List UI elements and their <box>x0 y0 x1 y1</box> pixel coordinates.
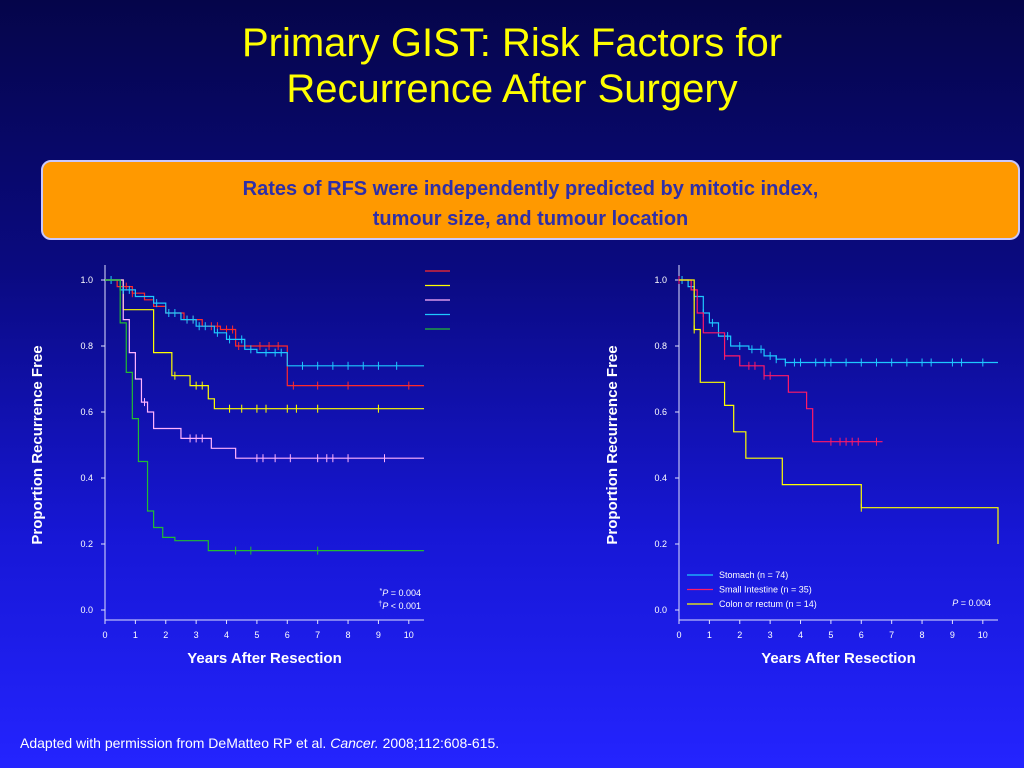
p-value-marker: * <box>379 588 382 595</box>
x-tick-label: 1 <box>707 630 712 640</box>
y-tick-label: 0.6 <box>80 407 93 417</box>
citation: Adapted with permission from DeMatteo RP… <box>20 735 499 751</box>
legend-label: Small Intestine (n = 35) <box>719 585 812 595</box>
series-line-mitoses_ge5 <box>105 279 424 552</box>
x-tick-label: 2 <box>737 630 742 640</box>
x-tick-label: 9 <box>950 630 955 640</box>
y-axis-label: Proportion Recurrence Free <box>29 345 46 544</box>
x-axis-label: Years After Resection <box>761 650 916 667</box>
x-tick-label: 6 <box>859 630 864 640</box>
x-tick-label: 1 <box>133 630 138 640</box>
series-line-size_ge10 <box>105 279 424 459</box>
x-tick-label: 5 <box>828 630 833 640</box>
y-tick-label: 0.0 <box>654 605 667 615</box>
y-tick-label: 0.4 <box>80 473 93 483</box>
slide-title: Primary GIST: Risk Factors for Recurrenc… <box>0 20 1024 112</box>
y-axis-label: Proportion Recurrence Free <box>604 345 621 544</box>
p-value-marker: † <box>378 601 382 608</box>
citation-suffix: 2008;112:608-615. <box>378 735 500 751</box>
y-tick-label: 0.4 <box>654 473 667 483</box>
x-tick-label: 8 <box>920 630 925 640</box>
series-line-size_lt5 <box>105 279 424 387</box>
y-tick-label: 1.0 <box>654 275 667 285</box>
series-line-mitoses_lt5 <box>105 279 424 367</box>
p-value-symbol: P <box>382 601 388 611</box>
x-tick-label: 9 <box>376 630 381 640</box>
key-finding-callout: Rates of RFS were independently predicte… <box>41 160 1020 240</box>
rfs-right-chart-svg: 0.0 0.2 0.4 0.6 0.8 1.0 0 1 2 3 4 5 6 7 8 9 10 Years Afte… <box>604 265 999 667</box>
y-tick-label: 0.8 <box>654 341 667 351</box>
rfs-left-chart-svg: 0.0 0.2 0.4 0.6 0.8 1.0 0 1 2 3 4 5 6 7 8 9 10 Years Afte… <box>29 265 573 667</box>
series-line-small_intestine <box>679 279 883 443</box>
rfs-by-size-and-mitoses-chart: 0.0 0.2 0.4 0.6 0.8 1.0 0 1 2 3 4 5 6 7 8 9 10 Years Afte… <box>20 255 573 685</box>
x-tick-label: 6 <box>285 630 290 640</box>
series-line-stomach <box>679 279 998 364</box>
x-tick-label: 3 <box>194 630 199 640</box>
callout-line-2: tumour size, and tumour location <box>372 208 689 230</box>
x-axis-label: Years After Resection <box>187 650 342 667</box>
rfs-by-location-chart: 0.0 0.2 0.4 0.6 0.8 1.0 0 1 2 3 4 5 6 7 8 9 10 Years Afte… <box>595 255 1020 685</box>
x-tick-label: 2 <box>163 630 168 640</box>
x-tick-label: 4 <box>224 630 229 640</box>
p-value-annotation: P = 0.004 <box>952 598 991 608</box>
y-tick-label: 0.2 <box>654 539 667 549</box>
legend-label: Stomach (n = 74) <box>719 570 788 580</box>
p-value-text: = 0.004 <box>388 588 421 598</box>
y-tick-label: 0.8 <box>80 341 93 351</box>
p-value-text: = 0.004 <box>958 598 991 608</box>
x-tick-label: 8 <box>346 630 351 640</box>
citation-journal: Cancer. <box>330 735 379 751</box>
legend-label: Colon or rectum (n = 14) <box>719 599 817 609</box>
p-value-text: < 0.001 <box>388 601 421 611</box>
x-tick-label: 3 <box>768 630 773 640</box>
callout-line-1: Rates of RFS were independently predicte… <box>242 178 819 200</box>
slide-title-line-2: Recurrence After Surgery <box>286 67 738 111</box>
x-tick-label: 10 <box>978 630 988 640</box>
series-line-size_5_10 <box>105 279 424 410</box>
x-tick-label: 0 <box>102 630 107 640</box>
p-value-symbol: P <box>952 598 958 608</box>
series-line-colon <box>679 279 999 544</box>
x-tick-label: 5 <box>254 630 259 640</box>
y-tick-label: 0.0 <box>80 605 93 615</box>
x-tick-label: 4 <box>798 630 803 640</box>
citation-prefix: Adapted with permission from DeMatteo RP… <box>20 735 331 751</box>
y-tick-label: 0.2 <box>80 539 93 549</box>
p-value-annotation: †P < 0.001 <box>378 601 421 611</box>
slide-title-line-1: Primary GIST: Risk Factors for <box>241 21 783 65</box>
p-value-symbol: P <box>382 588 388 598</box>
p-value-annotation: *P = 0.004 <box>379 588 421 598</box>
x-tick-label: 7 <box>315 630 320 640</box>
y-tick-label: 0.6 <box>654 407 667 417</box>
x-tick-label: 0 <box>676 630 681 640</box>
y-tick-label: 1.0 <box>80 275 93 285</box>
x-tick-label: 10 <box>404 630 414 640</box>
x-tick-label: 7 <box>889 630 894 640</box>
